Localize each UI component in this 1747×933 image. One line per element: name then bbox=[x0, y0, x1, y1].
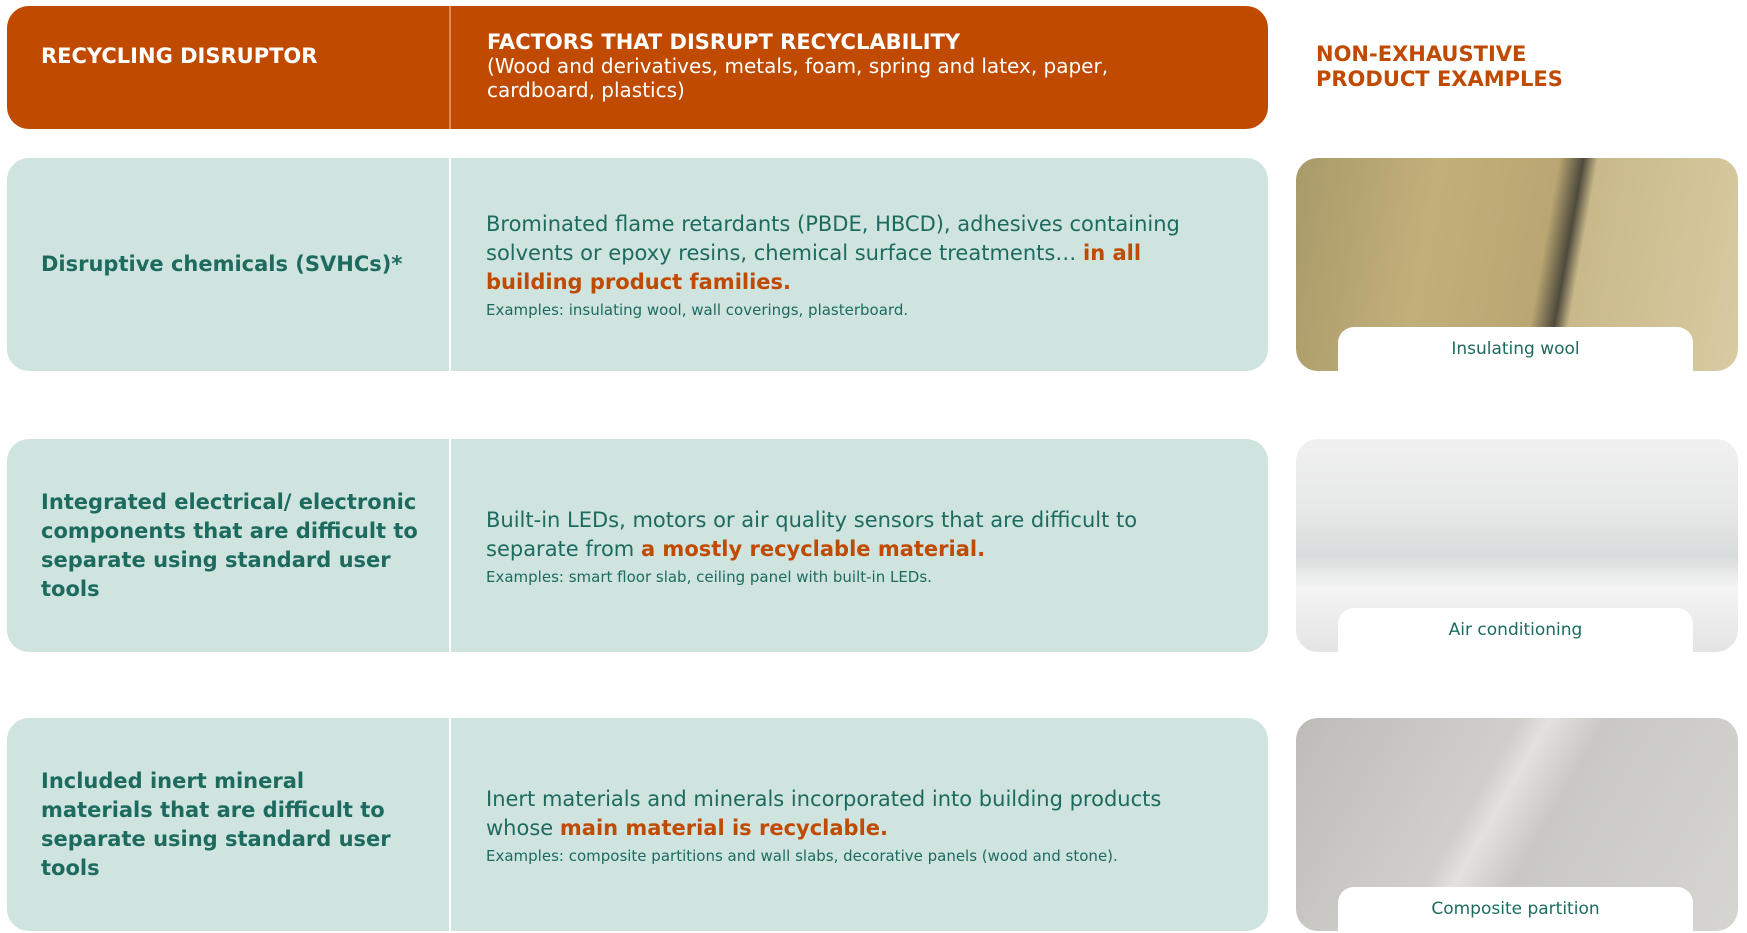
table-row: Included inert mineral materials that ar… bbox=[7, 718, 1268, 931]
disruptor: Disruptive chemicals (SVHCs)* bbox=[41, 158, 421, 371]
product-image: Composite partition bbox=[1296, 718, 1738, 931]
header-examples: NON-EXHAUSTIVE PRODUCT EXAMPLES bbox=[1316, 42, 1636, 92]
description-text: Brominated flame retardants (PBDE, HBCD)… bbox=[486, 210, 1206, 297]
description-highlight: main material is recyclable. bbox=[560, 816, 888, 840]
header-factors: FACTORS THAT DISRUPT RECYCLABILITY (Wood… bbox=[487, 30, 1187, 102]
examples: Examples: composite partitions and wall … bbox=[486, 847, 1206, 865]
table-row: Disruptive chemicals (SVHCs)* Brominated … bbox=[7, 158, 1268, 371]
divider bbox=[449, 439, 451, 652]
table-header: RECYCLING DISRUPTOR FACTORS THAT DISRUPT… bbox=[7, 6, 1268, 129]
description-text: Built-in LEDs, motors or air quality sen… bbox=[486, 506, 1206, 564]
disruptor: Included inert mineral materials that ar… bbox=[41, 718, 421, 931]
header-disruptor: RECYCLING DISRUPTOR bbox=[41, 44, 401, 69]
image-caption: Insulating wool bbox=[1338, 327, 1693, 371]
description: Inert materials and minerals incorporate… bbox=[486, 718, 1206, 931]
product-image: Air conditioning bbox=[1296, 439, 1738, 652]
description: Brominated flame retardants (PBDE, HBCD)… bbox=[486, 158, 1206, 371]
header-factors-title: FACTORS THAT DISRUPT RECYCLABILITY bbox=[487, 30, 1187, 54]
divider bbox=[449, 158, 451, 371]
table-row: Integrated electrical/ electronic compon… bbox=[7, 439, 1268, 652]
disruptor: Integrated electrical/ electronic compon… bbox=[41, 439, 421, 652]
description-text: Inert materials and minerals incorporate… bbox=[486, 785, 1206, 843]
page: RECYCLING DISRUPTOR FACTORS THAT DISRUPT… bbox=[0, 0, 1747, 933]
examples: Examples: insulating wool, wall covering… bbox=[486, 301, 1206, 319]
examples: Examples: smart floor slab, ceiling pane… bbox=[486, 568, 1206, 586]
divider bbox=[449, 718, 451, 931]
description: Built-in LEDs, motors or air quality sen… bbox=[486, 439, 1206, 652]
header-factors-subtitle: (Wood and derivatives, metals, foam, spr… bbox=[487, 54, 1108, 102]
description-highlight: a mostly recyclable material. bbox=[641, 537, 985, 561]
image-caption: Composite partition bbox=[1338, 887, 1693, 931]
image-caption: Air conditioning bbox=[1338, 608, 1693, 652]
divider bbox=[449, 6, 451, 129]
description-main: Brominated flame retardants (PBDE, HBCD)… bbox=[486, 212, 1180, 265]
product-image: Insulating wool bbox=[1296, 158, 1738, 371]
